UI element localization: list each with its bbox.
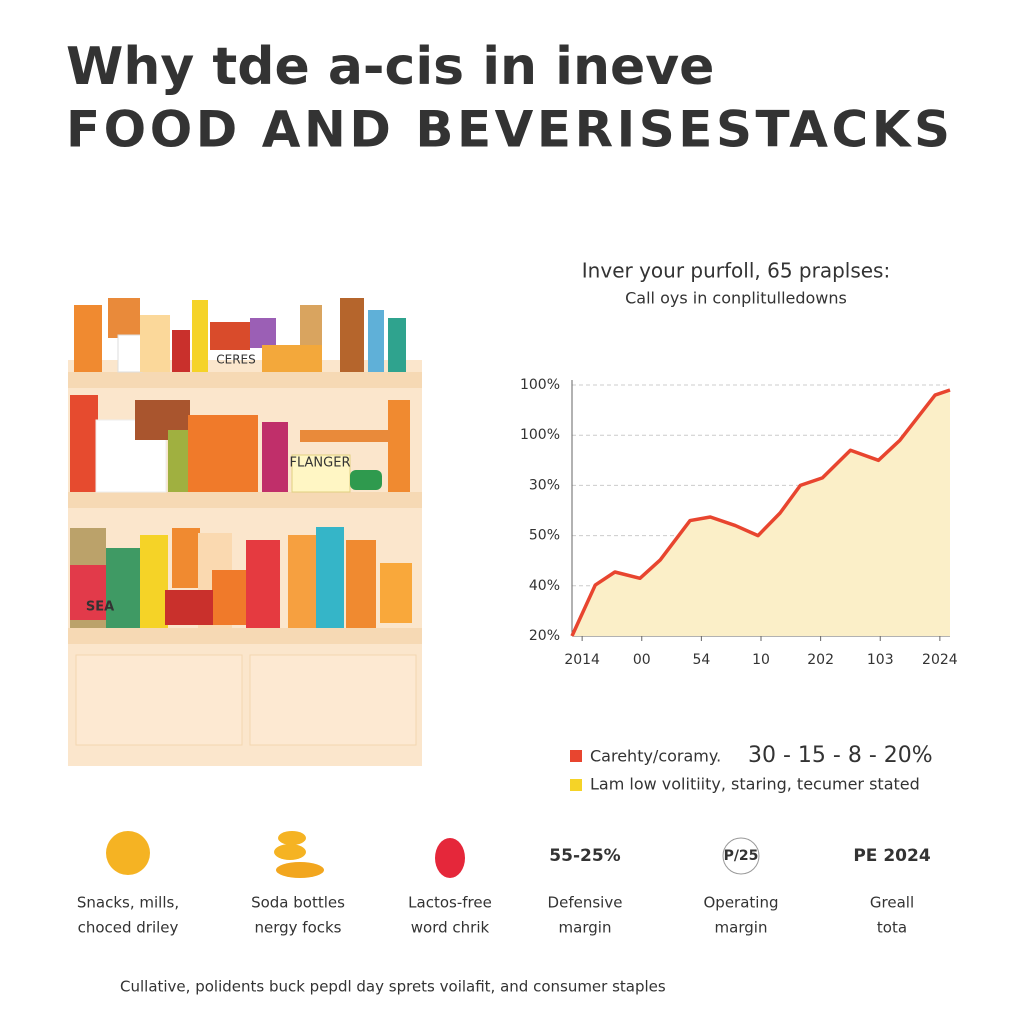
icon [722, 837, 760, 875]
icon [435, 838, 465, 878]
stat-caption: Operating [704, 894, 779, 912]
x-tick-label: 2014 [564, 652, 600, 668]
stat-heading: PE 2024 [853, 846, 930, 866]
x-tick-label: 2024 [922, 652, 958, 668]
legend-label: Carehty/coramy. [590, 747, 721, 766]
stat-caption: choced driley [78, 919, 179, 937]
y-tick-label: 50% [529, 528, 560, 544]
icon [274, 831, 324, 878]
stat-caption: margin [559, 919, 612, 937]
x-tick-label: 10 [752, 652, 770, 668]
line [570, 388, 951, 637]
legend-swatch [570, 779, 582, 791]
stat-caption: margin [715, 919, 768, 937]
product-label: SEA [86, 600, 114, 615]
stat-caption: word chrik [411, 919, 490, 937]
stat-caption: Defensive [548, 894, 623, 912]
y-tick-label: 100% [520, 427, 560, 443]
footer: Cullative, polidents buck pepdl day spre… [120, 978, 666, 996]
icon [106, 831, 150, 875]
stat-caption: nergy focks [254, 919, 341, 937]
stat-heading: 55-25% [549, 846, 620, 866]
y-tick-label: 100% [520, 377, 560, 393]
product-label: FLANGER [290, 456, 351, 471]
stats-row: Snacks, mills, choced driley Soda bottles n… [77, 831, 931, 937]
stat-caption: Greall [870, 894, 914, 912]
chart-title: Inver your purfoll, 65 praplses: [582, 259, 890, 283]
stat-caption: Soda bottles [251, 894, 345, 912]
y-tick-label: 30% [529, 477, 560, 493]
shelf-illustration [68, 298, 422, 766]
area [572, 390, 950, 636]
legend-note: 30 - 15 - 8 - 20% [748, 743, 933, 768]
y-tick-label: 20% [529, 628, 560, 644]
x-tick-label: 202 [807, 652, 834, 668]
chart: 20% 40% 50% 30% 100% 100% 2014 00 54 10 202 103 2024… [520, 377, 958, 794]
stat-caption: tota [877, 919, 907, 937]
stat-caption: Snacks, mills, [77, 894, 179, 912]
product-label: CERES [216, 353, 256, 367]
legend-label: Lam low volitiity, staring, tecumer stat… [590, 775, 920, 794]
chart-subtitle: Call oys in conplitulledowns [625, 289, 847, 308]
x-tick-label: 00 [633, 652, 651, 668]
stat-caption: Lactos-free [408, 894, 492, 912]
stat-heading: P/25 [724, 848, 759, 864]
title-line: FOOD AND BEVERISESTACKS [66, 101, 950, 159]
title-line: Why tde a-cis in ineve [66, 37, 714, 97]
y-tick-label: 40% [529, 578, 560, 594]
x-tick-label: 54 [692, 652, 710, 668]
x-tick-label: 103 [867, 652, 894, 668]
legend-swatch [570, 750, 582, 762]
